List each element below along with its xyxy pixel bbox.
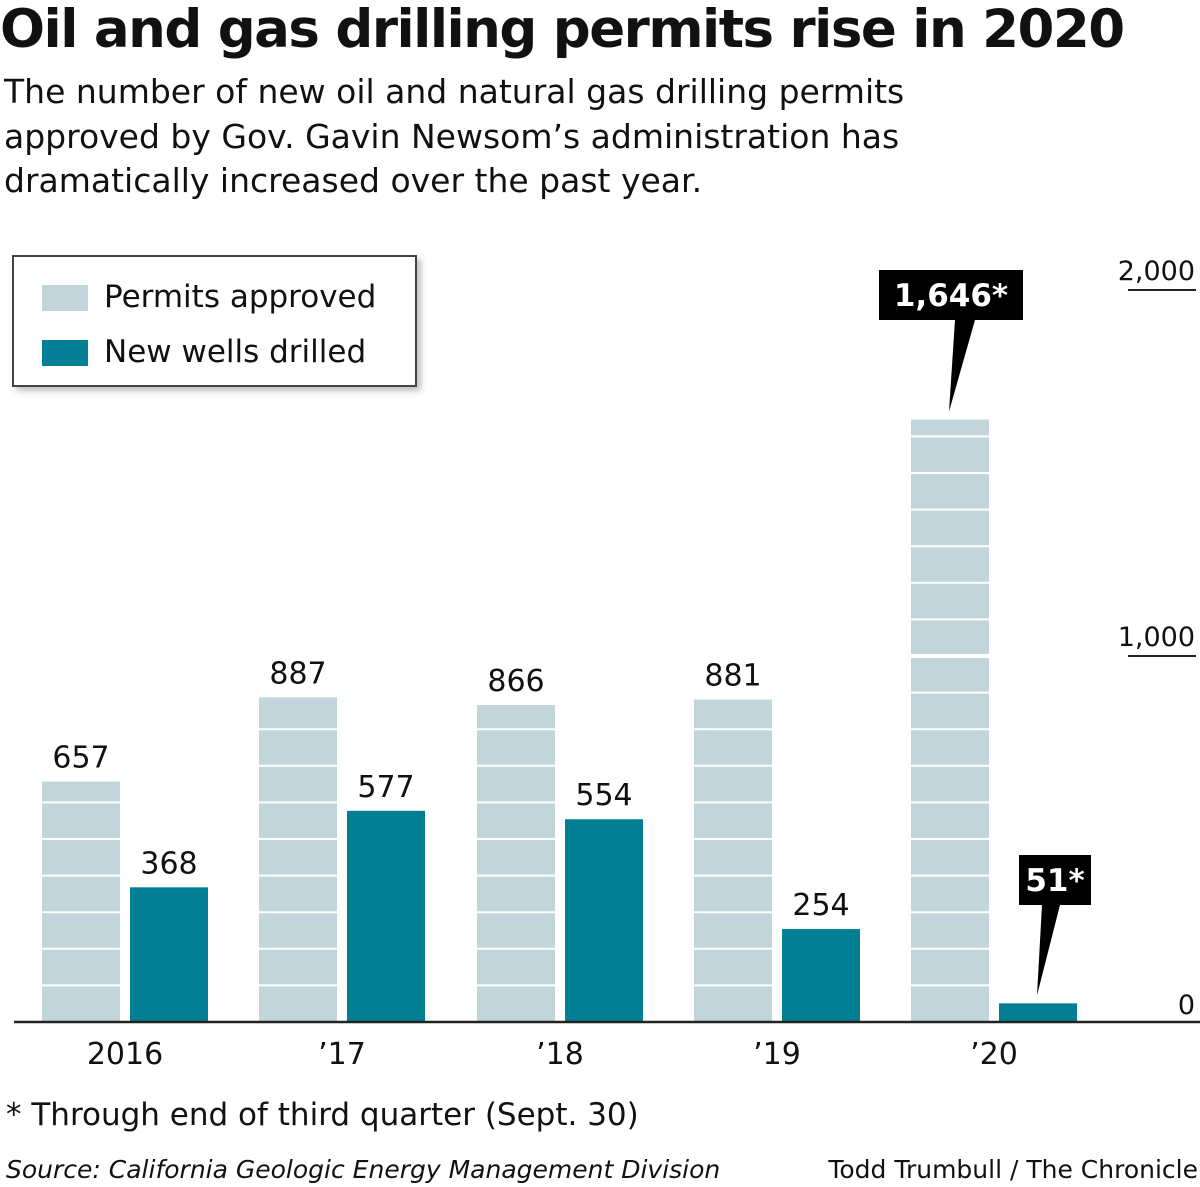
bar-wells	[565, 819, 643, 1022]
data-label: 887	[269, 656, 326, 691]
callout-wells-box	[1019, 855, 1091, 905]
bar-wells	[999, 1003, 1077, 1022]
legend: Permits approved New wells drilled	[12, 255, 417, 387]
data-label: 881	[704, 659, 761, 694]
y-tick-label: 2,000	[1118, 256, 1195, 287]
y-tick-label: 1,000	[1118, 622, 1195, 653]
chart-title: Oil and gas drilling permits rise in 202…	[0, 0, 1125, 60]
bar-permits	[694, 699, 772, 1022]
x-tick-label: ’17	[318, 1037, 366, 1072]
y-tick-label: 0	[1178, 990, 1195, 1021]
x-tick-label: ’18	[536, 1037, 584, 1072]
data-label: 254	[792, 888, 849, 923]
data-label: 866	[487, 664, 544, 699]
source-note: Source: California Geologic Energy Manag…	[6, 1155, 721, 1184]
footnote: * Through end of third quarter (Sept. 30…	[6, 1097, 639, 1133]
legend-swatch-permits	[42, 285, 88, 311]
legend-label-permits: Permits approved	[104, 279, 377, 315]
bar-wells	[347, 810, 425, 1022]
data-label: 554	[575, 778, 632, 813]
bar-permits	[477, 705, 555, 1022]
bar-permits	[911, 419, 989, 1023]
bar-permits	[259, 697, 337, 1022]
credit: Todd Trumbull / The Chronicle	[828, 1155, 1198, 1184]
callout-permits-pointer	[949, 320, 975, 412]
data-label: 657	[52, 741, 109, 776]
x-tick-label: 2016	[87, 1037, 163, 1072]
legend-label-wells: New wells drilled	[104, 334, 367, 370]
x-tick-label: ’19	[753, 1037, 801, 1072]
bar-permits	[42, 781, 120, 1022]
legend-swatch-wells	[42, 340, 88, 366]
callout-permits-box	[879, 270, 1023, 320]
callout-wells-label: 51*	[1025, 863, 1084, 899]
chart-subtitle: The number of new oil and natural gas dr…	[4, 72, 905, 200]
bar-wells	[130, 887, 208, 1022]
x-tick-label: ’20	[970, 1037, 1018, 1072]
bar-wells	[782, 929, 860, 1022]
callout-wells-pointer	[1037, 905, 1060, 996]
data-label: 368	[140, 846, 197, 881]
data-label: 577	[357, 770, 414, 805]
callout-permits-label: 1,646*	[894, 278, 1008, 314]
bar-chart: 0 1,000 2,000 657 887 866 881 368 577 554 254 1,646…	[14, 256, 1200, 1072]
